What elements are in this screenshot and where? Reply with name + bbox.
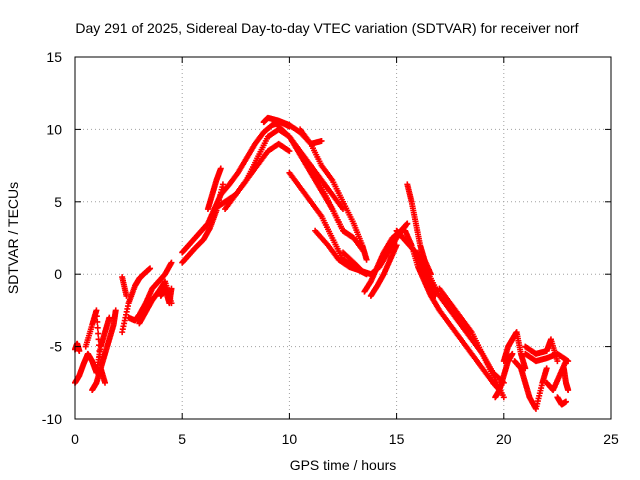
data-track bbox=[500, 329, 529, 372]
x-tick-label: 15 bbox=[389, 431, 405, 447]
data-point bbox=[123, 292, 130, 299]
data-point bbox=[168, 285, 175, 292]
data-point bbox=[562, 398, 569, 405]
data-point bbox=[363, 256, 370, 263]
data-point bbox=[286, 148, 293, 155]
plot-frame bbox=[74, 56, 612, 420]
data-track bbox=[436, 285, 507, 401]
data-track bbox=[119, 274, 130, 299]
data-point bbox=[96, 342, 103, 349]
data-track bbox=[307, 162, 357, 241]
data-point bbox=[554, 358, 561, 365]
data-point bbox=[219, 181, 226, 188]
y-axis-label: SDTVAR / TECUs bbox=[5, 182, 21, 294]
data-track bbox=[204, 165, 224, 213]
data-track bbox=[511, 358, 550, 412]
data-track bbox=[72, 340, 83, 354]
data-point bbox=[217, 165, 224, 172]
x-tick-label: 25 bbox=[603, 431, 619, 447]
data-point bbox=[94, 324, 101, 331]
data-track bbox=[522, 336, 561, 365]
data-track bbox=[560, 365, 572, 394]
data-point bbox=[95, 330, 102, 337]
data-point bbox=[350, 235, 357, 241]
data-track bbox=[119, 265, 154, 336]
data-track bbox=[367, 242, 400, 299]
data-point bbox=[96, 347, 103, 354]
data-point bbox=[509, 350, 516, 357]
data-point bbox=[318, 137, 325, 144]
data-track bbox=[554, 394, 569, 408]
data-point bbox=[393, 242, 400, 249]
x-tick-label: 20 bbox=[496, 431, 512, 447]
data-point bbox=[562, 358, 569, 365]
data-track bbox=[492, 350, 516, 401]
data-point bbox=[106, 314, 113, 321]
data-point bbox=[168, 259, 175, 266]
data-point bbox=[95, 336, 102, 343]
x-tick-label: 0 bbox=[71, 431, 79, 447]
data-track bbox=[297, 126, 370, 263]
x-tick-label: 10 bbox=[282, 431, 298, 447]
data-point bbox=[500, 394, 507, 401]
y-tick-label: 5 bbox=[54, 194, 62, 210]
y-tick-label: -10 bbox=[42, 411, 62, 427]
data-track bbox=[125, 259, 175, 324]
y-tick-label: -5 bbox=[50, 339, 63, 355]
data-point bbox=[543, 365, 550, 372]
data-point bbox=[102, 379, 109, 386]
y-tick-label: 0 bbox=[54, 266, 62, 282]
data-track bbox=[402, 227, 503, 394]
data-track bbox=[157, 285, 175, 307]
x-tick-label: 5 bbox=[178, 431, 186, 447]
data-point bbox=[93, 313, 100, 320]
data-track bbox=[89, 307, 119, 394]
data-points bbox=[72, 114, 572, 412]
data-track bbox=[361, 220, 411, 295]
data-point bbox=[94, 318, 101, 325]
x-tick-labels: 0 5 10 15 20 25 bbox=[71, 431, 619, 447]
data-point bbox=[147, 265, 154, 272]
data-point bbox=[93, 307, 100, 314]
data-track bbox=[179, 191, 224, 256]
x-axis-label: GPS time / hours bbox=[290, 457, 397, 473]
data-point bbox=[76, 347, 83, 354]
y-tick-label: 15 bbox=[46, 49, 62, 65]
data-point bbox=[404, 220, 411, 227]
axis-ticks bbox=[74, 56, 612, 420]
chart-title: Day 291 of 2025, Sidereal Day-to-day VTE… bbox=[75, 20, 578, 36]
grid-lines bbox=[75, 57, 611, 419]
y-tick-labels: -10 -5 0 5 10 15 bbox=[42, 49, 62, 427]
y-tick-label: 10 bbox=[46, 121, 62, 137]
data-point bbox=[565, 387, 572, 394]
data-point bbox=[112, 307, 119, 314]
